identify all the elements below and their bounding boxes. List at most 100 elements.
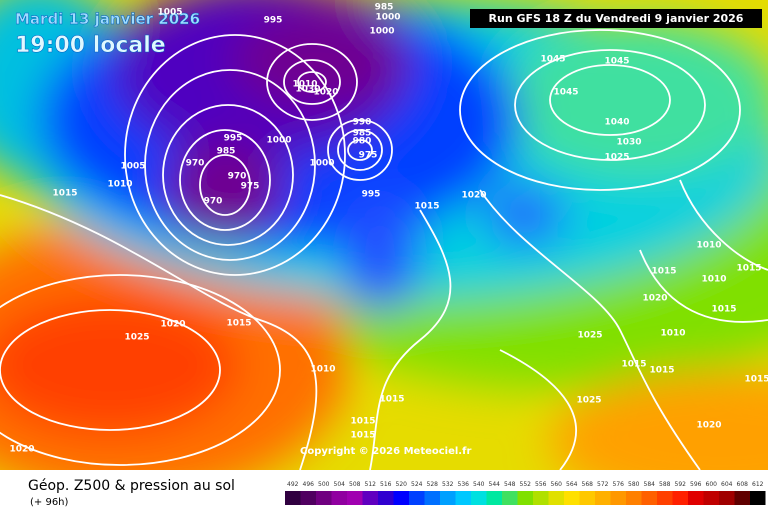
isobar-label: 1040 bbox=[604, 118, 629, 128]
isobar-label: 1015 bbox=[350, 417, 375, 427]
legend-level: 552 bbox=[520, 481, 532, 488]
footer-title: Géop. Z500 & pression au sol bbox=[28, 478, 235, 494]
legend-level: 528 bbox=[427, 481, 439, 488]
isobar-label: 1030 bbox=[616, 138, 641, 148]
legend-level: 564 bbox=[566, 481, 578, 488]
isobar-label: 1005 bbox=[120, 162, 145, 172]
isobar-label: 1010 bbox=[701, 275, 726, 285]
legend-swatch bbox=[564, 491, 580, 505]
legend-swatch bbox=[331, 491, 347, 505]
legend-level: 568 bbox=[582, 481, 594, 488]
legend-swatch bbox=[672, 491, 688, 505]
isobar-label: 1010 bbox=[292, 80, 317, 90]
legend-swatch bbox=[455, 491, 471, 505]
isobar-label: 1025 bbox=[577, 331, 602, 341]
legend-level: 512 bbox=[365, 481, 377, 488]
legend-level: 612 bbox=[752, 481, 764, 488]
isobar-label: 975 bbox=[359, 151, 378, 161]
isobar-label: 990 bbox=[353, 118, 372, 128]
isobar-label: 995 bbox=[362, 190, 381, 200]
legend-swatch bbox=[657, 491, 673, 505]
forecast-lead: (+ 96h) bbox=[30, 497, 69, 508]
isobar-label: 1020 bbox=[160, 320, 185, 330]
isobar-label: 985 bbox=[375, 3, 394, 13]
copyright: Copyright © 2026 Meteociel.fr bbox=[300, 446, 471, 457]
legend-swatch bbox=[610, 491, 626, 505]
legend-level: 584 bbox=[644, 481, 656, 488]
isobar-label: 1000 bbox=[375, 13, 400, 23]
legend-level: 524 bbox=[411, 481, 423, 488]
legend-level: 572 bbox=[597, 481, 609, 488]
isobar-label: 1015 bbox=[744, 375, 768, 385]
legend-swatch bbox=[548, 491, 564, 505]
isobar-label: 1005 bbox=[157, 8, 182, 18]
legend-swatch bbox=[517, 491, 533, 505]
run-box bbox=[470, 9, 762, 28]
run-info: Run GFS 18 Z du Vendredi 9 janvier 2026 bbox=[489, 12, 744, 25]
legend-swatch bbox=[300, 491, 316, 505]
legend-swatch bbox=[533, 491, 549, 505]
legend-level: 532 bbox=[442, 481, 454, 488]
isobar-label: 1025 bbox=[576, 396, 601, 406]
legend-level: 536 bbox=[458, 481, 470, 488]
legend-level: 588 bbox=[659, 481, 671, 488]
isobar-label: 970 bbox=[186, 159, 205, 169]
forecast-time: 19:00 locale bbox=[15, 33, 166, 58]
isobar-label: 1015 bbox=[350, 431, 375, 441]
isobar-label: 1015 bbox=[226, 319, 251, 329]
legend-level: 608 bbox=[737, 481, 749, 488]
isobar-label: 1015 bbox=[379, 395, 404, 405]
legend-level: 560 bbox=[551, 481, 563, 488]
isobar-label: 1015 bbox=[621, 360, 646, 370]
legend-level: 596 bbox=[690, 481, 702, 488]
legend-swatch bbox=[641, 491, 657, 505]
isobar-label: 1020 bbox=[313, 88, 338, 98]
isobar-label: 975 bbox=[241, 182, 260, 192]
legend-swatch bbox=[703, 491, 719, 505]
legend-level: 516 bbox=[380, 481, 392, 488]
isobar-label: 1020 bbox=[642, 294, 667, 304]
isobar-label: 1015 bbox=[736, 264, 761, 274]
legend-level: 500 bbox=[318, 481, 330, 488]
legend-level: 492 bbox=[287, 481, 299, 488]
isobar-label: 1030 bbox=[295, 85, 320, 95]
legend-swatch bbox=[393, 491, 409, 505]
legend-level: 556 bbox=[535, 481, 547, 488]
legend-level: 604 bbox=[721, 481, 733, 488]
legend-swatch bbox=[719, 491, 735, 505]
isobar-label: 1015 bbox=[711, 305, 736, 315]
legend-swatch bbox=[471, 491, 487, 505]
isobar-label: 980 bbox=[353, 137, 372, 147]
legend-swatch bbox=[688, 491, 704, 505]
legend-level: 600 bbox=[706, 481, 718, 488]
isobar-label: 1015 bbox=[414, 202, 439, 212]
legend-swatch bbox=[362, 491, 378, 505]
isobar-label: 1010 bbox=[660, 329, 685, 339]
isobar-label: 1000 bbox=[309, 159, 334, 169]
isobar-label: 985 bbox=[353, 129, 372, 139]
legend-level: 508 bbox=[349, 481, 361, 488]
isobar-label: 970 bbox=[228, 172, 247, 182]
isobar-label: 1020 bbox=[461, 191, 486, 201]
isobar-label: 1010 bbox=[107, 180, 132, 190]
forecast-date: Mardi 13 janvier 2026 bbox=[15, 10, 200, 28]
isobar-label: 1015 bbox=[651, 267, 676, 277]
legend-level: 544 bbox=[489, 481, 501, 488]
legend-level: 548 bbox=[504, 481, 516, 488]
legend-swatch bbox=[626, 491, 642, 505]
legend-swatch bbox=[734, 491, 750, 505]
isobar-label: 1045 bbox=[553, 88, 578, 98]
isobar-label: 1045 bbox=[604, 57, 629, 67]
legend-swatch bbox=[750, 491, 766, 505]
legend-level: 504 bbox=[334, 481, 346, 488]
isobar-label: 1025 bbox=[604, 153, 629, 163]
legend-level: 576 bbox=[613, 481, 625, 488]
legend-swatch bbox=[579, 491, 595, 505]
isobars bbox=[0, 29, 768, 470]
legend-swatch bbox=[486, 491, 502, 505]
legend-swatch bbox=[347, 491, 363, 505]
